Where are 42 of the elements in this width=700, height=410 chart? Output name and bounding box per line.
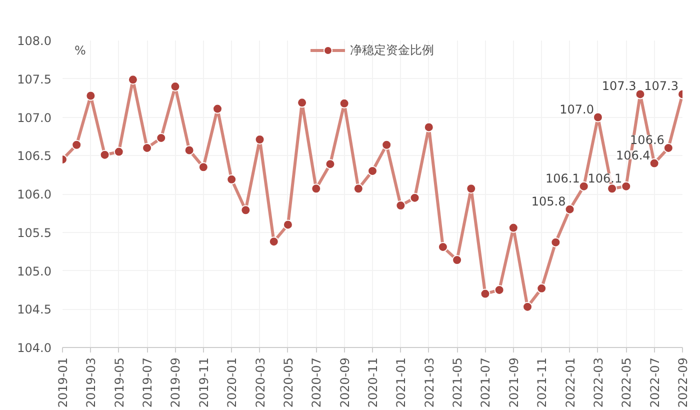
x-tick-label: 2019-09: [168, 358, 183, 408]
y-tick-label: 105.5: [17, 226, 52, 240]
data-label: 105.8: [531, 194, 566, 208]
data-label: 107.3: [602, 79, 636, 94]
x-tick-label: 2022-05: [620, 358, 634, 408]
x-tick-label: 2021-03: [422, 358, 436, 408]
x-tick-label: 2022-03: [591, 358, 606, 408]
x-tick-label: 2021-11: [535, 358, 550, 408]
x-tick-label: 2020-07: [310, 358, 324, 408]
x-tick-label: 2020-09: [338, 358, 352, 408]
y-tick-label: 104.0: [17, 341, 52, 355]
x-tick-label: 2019-11: [196, 358, 211, 408]
y-tick-label: 106.0: [17, 188, 52, 202]
x-tick-label: 2021-01: [394, 358, 408, 408]
y-tick-label: 107.5: [17, 72, 52, 86]
x-tick-label: 2021-09: [506, 358, 521, 408]
data-label: 106.1: [588, 171, 622, 186]
x-tick-label: 2022-07: [648, 358, 662, 408]
x-tick-label: 2021-07: [478, 358, 493, 408]
x-tick-label: 2019-03: [84, 358, 98, 408]
y-tick-label: 104.5: [17, 302, 52, 317]
x-tick-label: 2020-01: [225, 358, 240, 408]
data-label: 107.3: [644, 79, 679, 94]
data-label: 107.0: [560, 102, 594, 116]
data-label: 106.6: [630, 132, 664, 147]
x-tick-label: 2019-07: [140, 358, 155, 408]
x-tick-label: 2022-01: [563, 358, 578, 408]
legend-label: 净稳定资金比例: [350, 42, 434, 58]
x-tick-label: 2020-11: [366, 358, 380, 408]
y-tick-label: 108.0: [17, 34, 52, 48]
y-tick-label: 107.0: [17, 110, 52, 125]
x-tick-label: 2019-01: [56, 358, 70, 408]
x-tick-label: 2022-09: [676, 358, 690, 408]
data-label: 106.4: [616, 148, 650, 162]
x-tick-label: 2020-05: [281, 358, 296, 408]
x-tick-label: 2021-05: [450, 358, 465, 408]
y-tick-label: 105.0: [17, 264, 52, 278]
data-label: 106.1: [546, 171, 580, 186]
x-tick-label: 2020-03: [253, 358, 268, 408]
x-tick-label: 2019-05: [112, 358, 126, 408]
y-axis-title: %: [74, 44, 86, 58]
y-tick-label: 106.5: [17, 149, 52, 164]
